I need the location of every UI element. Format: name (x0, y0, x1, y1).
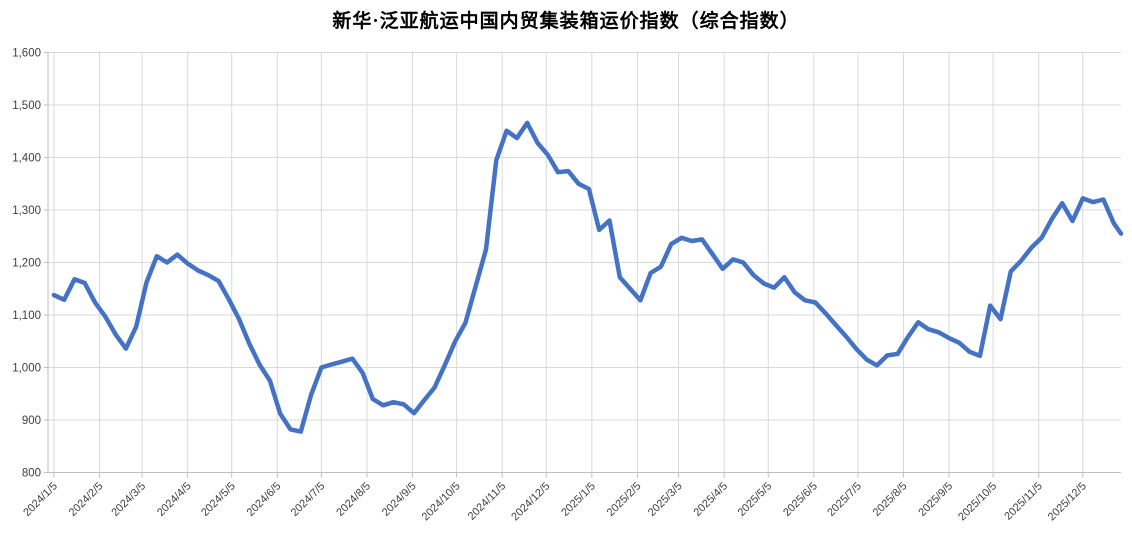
x-tick-label: 2024/12/5 (509, 480, 552, 523)
x-tick-label: 2025/2/5 (605, 480, 644, 519)
x-tick-label: 2024/3/5 (109, 480, 148, 519)
x-tick-label: 2024/1/5 (21, 480, 60, 519)
y-tick-label: 1,500 (12, 100, 41, 112)
y-tick-label: 1,400 (12, 153, 41, 165)
y-tick-label: 900 (22, 415, 41, 427)
y-tick-label: 800 (22, 468, 41, 480)
y-tick-label: 1,300 (12, 205, 41, 217)
x-tick-label: 2025/7/5 (825, 480, 864, 519)
horizontal-gridlines (48, 52, 1121, 473)
chart-title: 新华·泛亚航运中国内贸集装箱运价指数（综合指数） (332, 11, 800, 32)
x-tick-label: 2025/4/5 (691, 480, 730, 519)
x-tick-label: 2024/6/5 (245, 480, 284, 519)
x-tick-label: 2025/11/5 (1002, 480, 1045, 523)
x-tick-label: 2025/6/5 (781, 480, 820, 519)
data-series (51, 120, 1124, 434)
x-tick-label: 2025/10/5 (956, 480, 999, 523)
x-tick-label: 2025/9/5 (916, 480, 955, 519)
index-line-series (51, 120, 1124, 434)
y-tick-label: 1,600 (12, 48, 41, 60)
y-axis-labels: 800 900 1,000 1,100 1,200 1,300 1,400 1,500 1,60… (12, 48, 41, 480)
x-tick-label: 2025/1/5 (559, 480, 598, 519)
x-tick-label: 2024/11/5 (466, 480, 509, 523)
x-tick-label: 2024/10/5 (420, 480, 463, 523)
x-tick-label: 2024/2/5 (67, 480, 106, 519)
axis-ticks (44, 52, 1084, 478)
x-tick-label: 2024/8/5 (334, 480, 373, 519)
x-tick-label: 2025/8/5 (871, 480, 910, 519)
x-tick-label: 2025/3/5 (646, 480, 685, 519)
x-tick-label: 2025/5/5 (736, 480, 775, 519)
x-tick-label: 2024/4/5 (155, 480, 194, 519)
y-tick-label: 1,200 (12, 258, 41, 270)
x-tick-label: 2024/9/5 (380, 480, 419, 519)
vertical-gridlines (53, 52, 1084, 473)
x-axis-labels: 2024/1/5 2024/2/5 2024/3/5 2024/4/5 2024/5/5… (21, 480, 1089, 523)
x-tick-label: 2025/12/5 (1046, 480, 1089, 523)
y-tick-label: 1,100 (12, 310, 41, 322)
y-tick-label: 1,000 (12, 363, 41, 375)
x-tick-label: 2024/5/5 (199, 480, 238, 519)
x-tick-label: 2024/7/5 (289, 480, 328, 519)
